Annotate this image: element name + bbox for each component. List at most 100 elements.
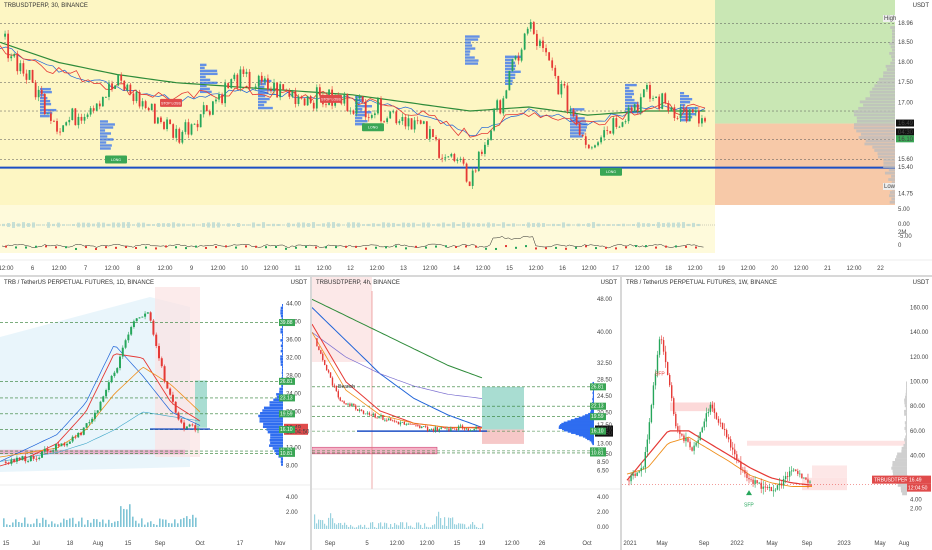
top-osc-bar [77,222,80,228]
top-price-label: 18.00 [898,60,914,66]
pane-separator-vertical-2[interactable] [620,277,622,550]
top-time-label: 12:00 [157,266,173,272]
top-candle [652,98,654,99]
bm-candle [477,426,479,429]
top-candle [212,101,214,115]
top-osc-bar [17,223,20,227]
bl-volume-bar [27,523,29,527]
top-candle [101,97,104,107]
top-osc-bar [97,222,100,228]
bm-volume-bar [476,526,478,529]
bm-volume-bar [376,527,378,529]
br-ma-red [626,430,813,486]
br-candle [746,473,748,478]
bl-volume-profile-bar [280,457,283,461]
top-candle [532,22,535,34]
bm-level-tag: 16.10 [591,429,604,435]
top-session-profile-bar [874,84,895,88]
top-candle [178,128,181,143]
br-candle [677,426,679,431]
br-volume-profile-bar [904,441,907,445]
bl-volume-bar [105,523,107,527]
top-position-box-label: LONG [606,170,616,174]
top-session-profile-bar [877,81,895,84]
br-candle [679,430,681,435]
bl-candle [85,423,88,428]
bl-candle [13,459,16,462]
bottom-right-chart-svg[interactable]: SFP SFP 160.00 140.00 120.00 100.00 80.00 60.00… [622,277,932,550]
bm-candle [434,427,437,432]
br-candle [797,470,799,474]
br-candle [640,467,642,472]
bl-candle [29,456,32,461]
bl-candle [135,318,138,322]
br-candle [715,412,718,419]
br-candle [788,471,791,477]
bm-volume-bar [320,519,322,529]
bm-volume-bar [328,517,330,529]
top-candle [312,102,315,109]
br-price-label: 120.00 [910,355,929,361]
top-osc-bar [72,224,75,226]
top-osc-bar [617,224,620,226]
top-session-profile-bar [860,132,895,136]
top-volume-dot [25,246,27,249]
top-volume-profile-bar [100,126,114,129]
bl-volume-bar [192,514,194,527]
br-time-label: May [766,541,777,547]
top-candle [563,83,566,86]
bm-time-label: 15 [454,541,461,547]
top-osc-bar [502,222,505,228]
bl-time-label: Jul [32,541,40,547]
top-osc-label: 0.00 [898,222,910,228]
bl-volume-profile-bar [258,414,283,418]
top-candle [615,118,618,127]
top-candle [7,33,10,59]
bm-volume-bar [434,524,436,529]
bl-volume-profile-bar [259,417,283,420]
top-volume-dot [185,247,187,250]
top-osc-bar [137,222,140,228]
top-candle [484,144,486,154]
top-chart-svg[interactable]: STOP LOSS STOP LOSS LONG LONG LONG 18.96 18.50… [0,0,932,275]
bm-volume-profile-bar [570,419,594,422]
bl-ma-blue [0,346,201,462]
bm-stop-box [482,429,524,444]
bm-candle [329,372,332,378]
top-candle [487,139,489,145]
bottom-middle-chart-svg[interactable]: Bearish48.0040.0032.5028.5024.5020.5017.… [312,277,620,550]
bl-candle [124,340,127,348]
bl-candle [141,316,144,318]
top-volume-dot [625,246,627,249]
top-candle [679,108,682,119]
bottom-right-chart-unit: USDT [912,280,929,286]
top-candle [508,70,511,91]
top-volume-dot [325,246,327,249]
bm-ma-purple [312,332,483,399]
bm-volume-bar [384,522,386,529]
bm-volume-bar [436,516,438,529]
br-volume-profile-bar [905,407,907,411]
br-candle [687,438,689,442]
top-osc-bar [417,224,420,226]
top-osc-bar [292,223,295,227]
pane-separator-vertical-1[interactable] [310,277,312,550]
top-osc-bar [562,222,565,228]
bl-last-price-bg [284,423,308,431]
bm-price-label: 40.00 [597,330,613,336]
top-volume-profile-bar [355,117,363,120]
bm-volume-bar [406,522,408,529]
bottom-left-chart-svg[interactable]: 44.0040.0036.0032.0028.0024.0020.0016.49… [0,277,310,550]
top-osc-bar [62,224,65,226]
top-candle [56,121,58,132]
bm-volume-bar [430,527,432,529]
top-candle [196,123,199,128]
pane-separator-horizontal[interactable] [0,275,932,277]
top-candle [282,84,285,90]
top-candle [86,114,89,117]
top-candle [288,90,291,97]
bl-volume-bar [15,519,17,527]
top-volume-dot [145,246,147,249]
bm-candle [397,421,400,425]
br-volume-profile-bar [906,384,907,388]
